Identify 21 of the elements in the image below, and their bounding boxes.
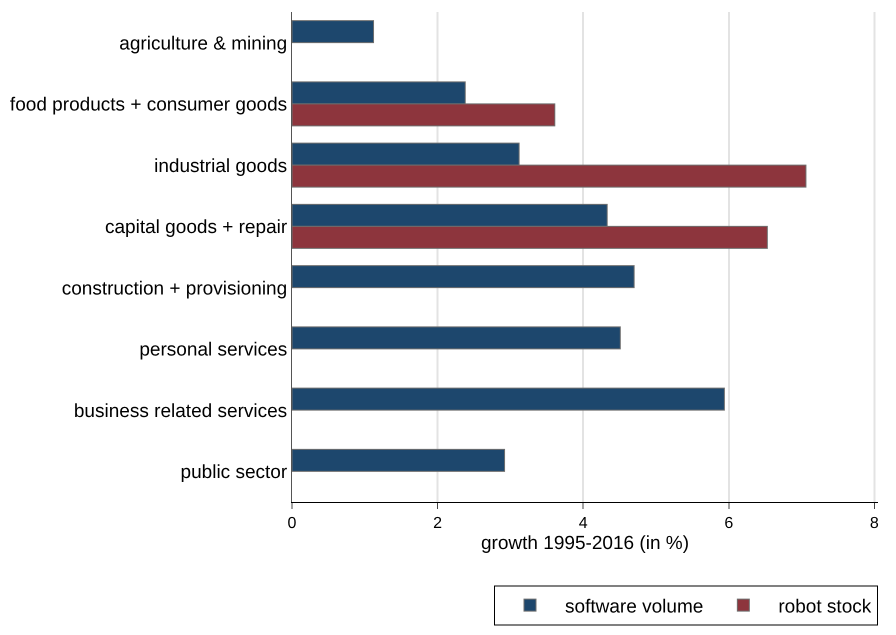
y-tick-label: construction + provisioning [62,278,288,300]
x-tick-label: 0 [288,515,297,532]
y-tick-label: public sector [180,462,288,484]
y-tick-label: industrial goods [154,156,288,177]
legend-label: software volume [565,596,704,618]
y-tick-label: food products + consumer goods [10,94,288,116]
x-tick-label: 6 [724,515,734,532]
y-tick-label: personal services [139,340,288,361]
y-tick-label: business related services [74,400,288,422]
bar [292,388,725,411]
x-axis-title: growth 1995-2016 (in %) [480,533,690,554]
bar [292,448,506,472]
bar [292,265,635,288]
bar [292,326,621,350]
x-tick-label: 4 [578,515,588,532]
bar [292,20,374,44]
y-tick-label: capital goods + repair [104,217,288,238]
x-tick-label: 8 [870,515,879,532]
y-tick-label: agriculture & mining [119,33,288,54]
x-tick-label: 2 [433,515,442,532]
legend-label: robot stock [778,596,872,618]
